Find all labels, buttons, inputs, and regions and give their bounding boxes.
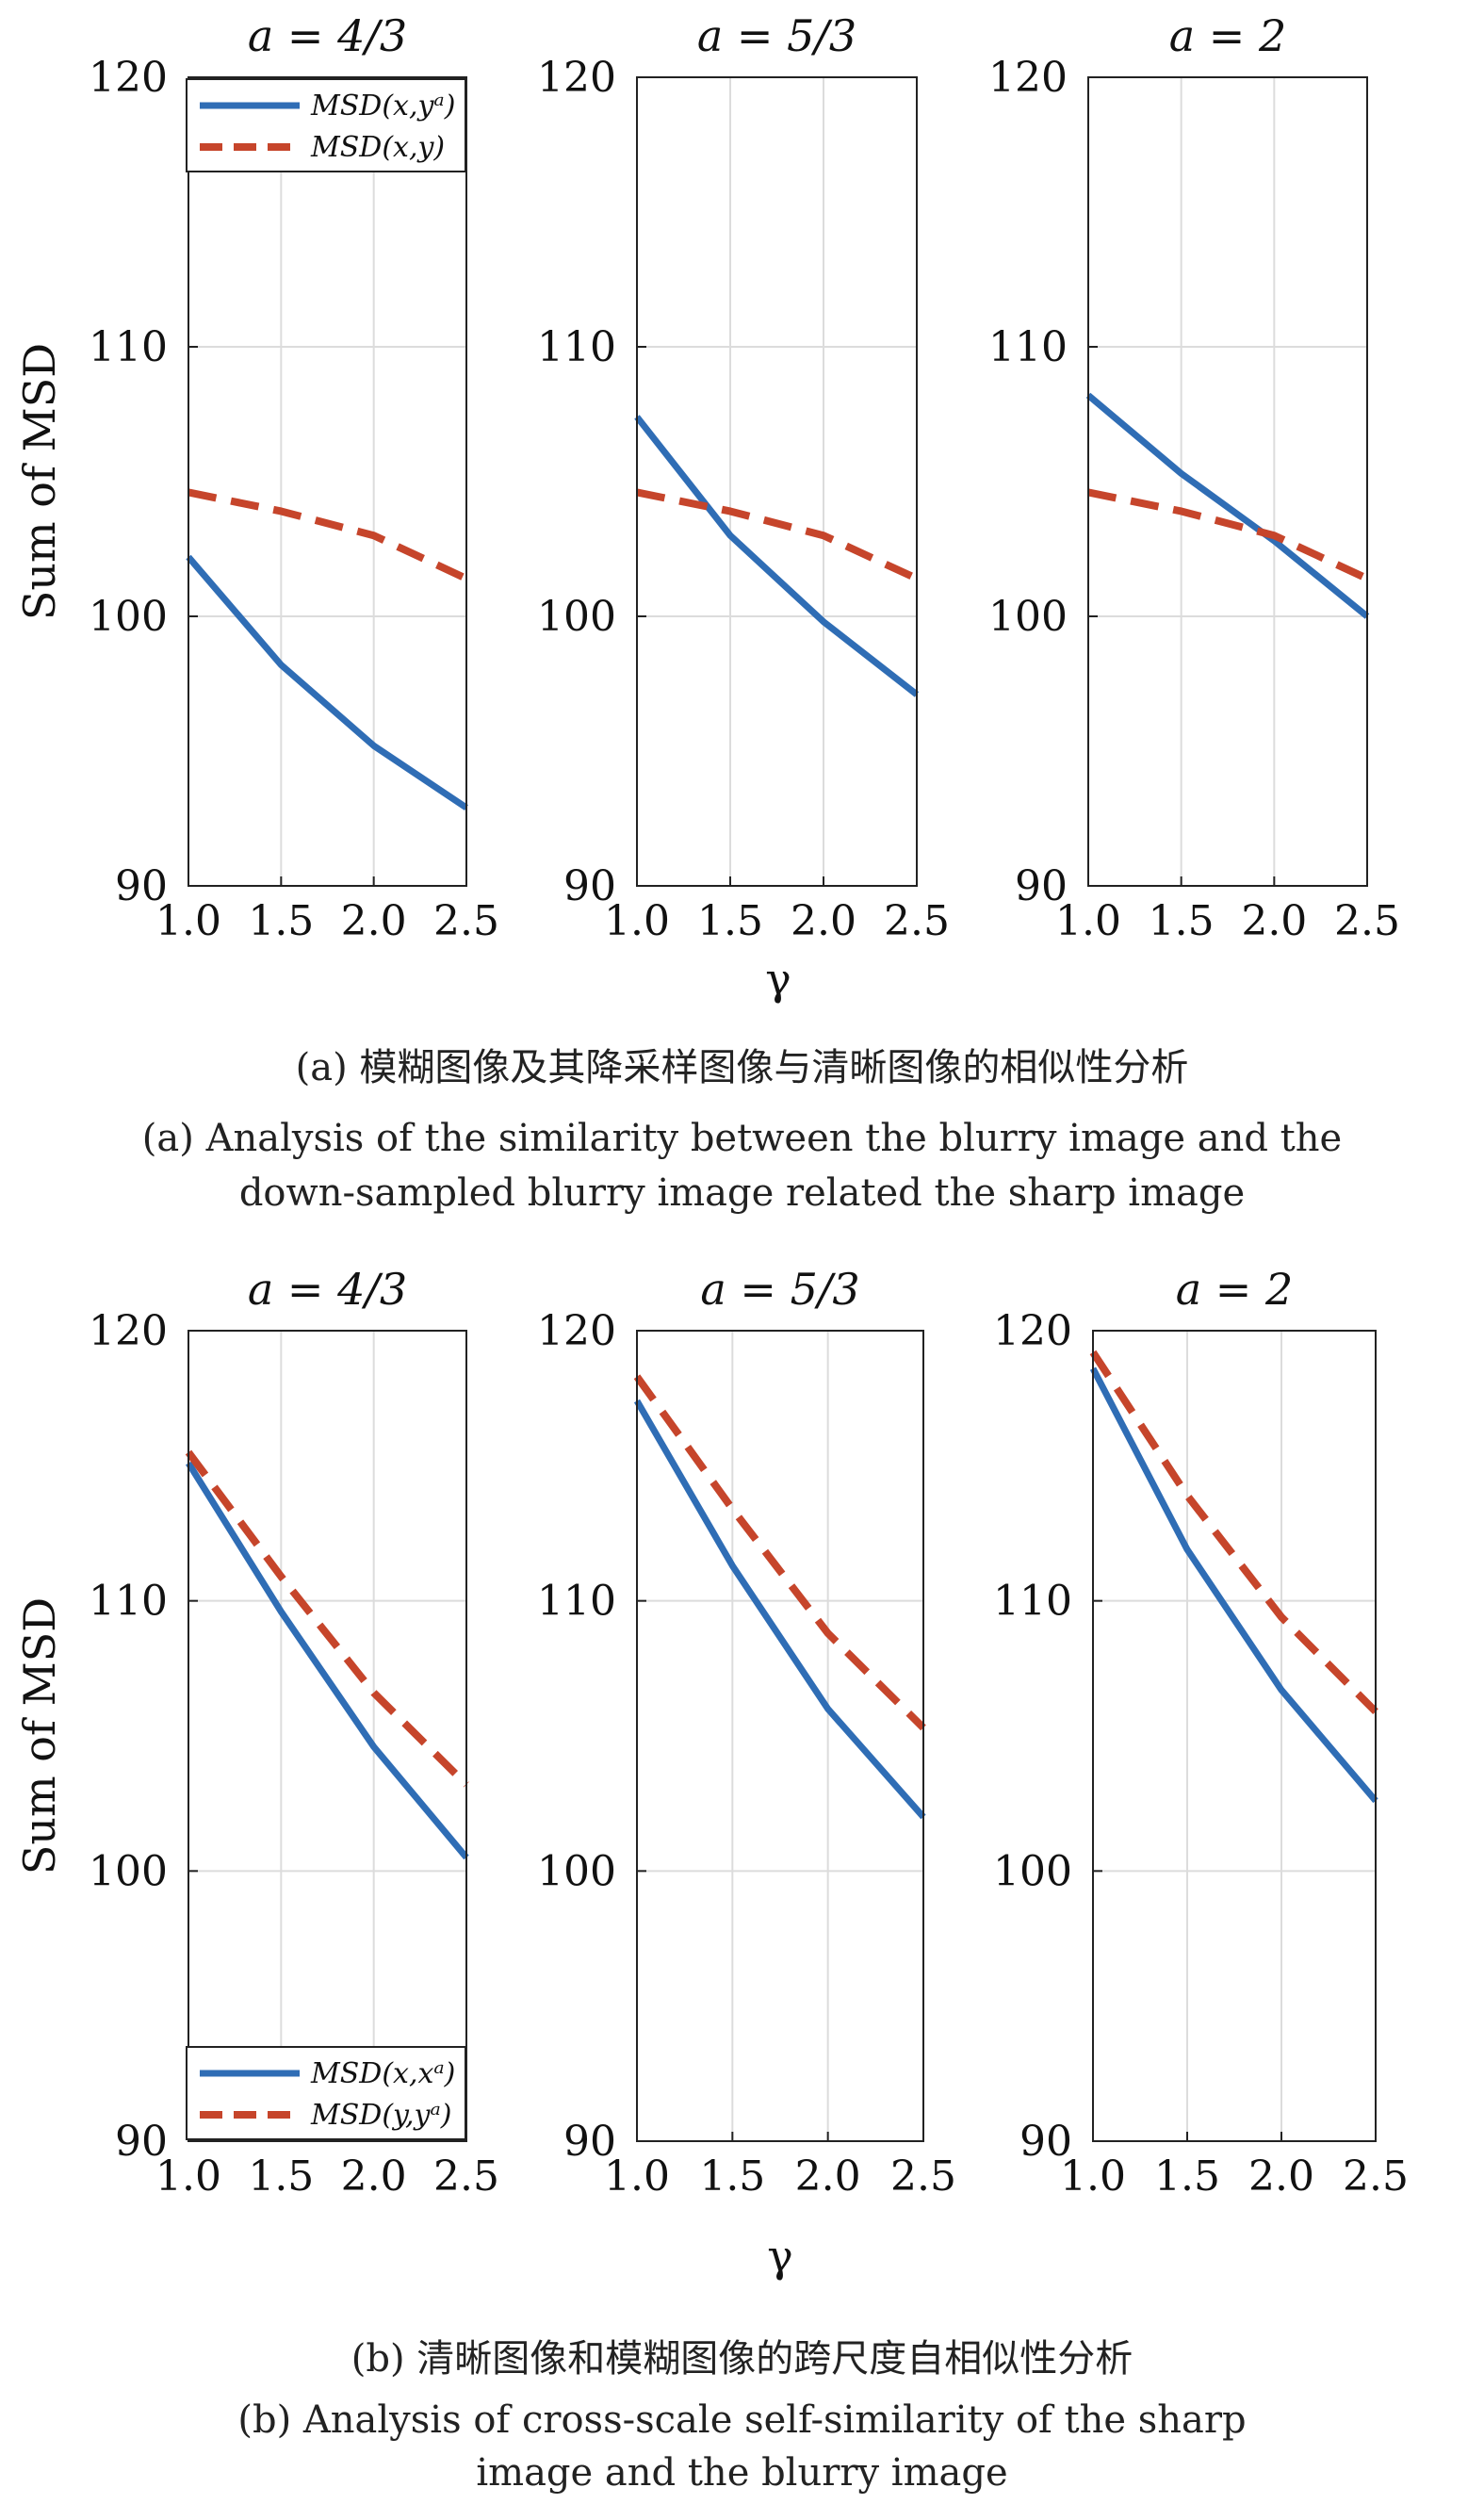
series-line-dashed bbox=[633, 1374, 926, 1731]
series-line-solid bbox=[1085, 392, 1370, 619]
chart-panel-1: 1.0 1.5 2.0 2.5 90 100 110 120 a = 4/3 Sum of MSD… bbox=[14, 10, 499, 945]
x-tick-label: 1.0 bbox=[604, 2152, 670, 2201]
x-tick-label: 1.5 bbox=[248, 2152, 314, 2201]
x-tick-label: 2.0 bbox=[791, 897, 856, 945]
series-line-solid bbox=[1089, 1367, 1378, 1804]
y-tick-label: 120 bbox=[89, 1307, 168, 1355]
x-tick-label: 1.0 bbox=[155, 2152, 221, 2201]
y-tick-label: 100 bbox=[988, 593, 1068, 641]
y-tick-label: 120 bbox=[89, 54, 168, 102]
x-tick-label: 1.0 bbox=[155, 897, 221, 945]
x-tick-label: 1.0 bbox=[604, 897, 670, 945]
y-tick-label: 120 bbox=[988, 54, 1068, 102]
legend-box bbox=[186, 2046, 466, 2140]
series-line-dashed bbox=[1087, 488, 1369, 582]
panel-title: a = 5/3 bbox=[700, 1264, 859, 1315]
legend: MSD(x,xᵃ) MSD(y,yᵃ) bbox=[186, 2046, 466, 2140]
series-line-dashed bbox=[636, 488, 919, 582]
x-tick-label: 2.5 bbox=[884, 897, 950, 945]
series-line-solid bbox=[633, 1399, 926, 1820]
y-tick-label: 110 bbox=[89, 1578, 168, 1626]
x-tick-label: 1.5 bbox=[1154, 2152, 1220, 2201]
legend: MSD(x,yᵃ) MSD(x,y) bbox=[186, 78, 466, 172]
y-tick-label: 100 bbox=[89, 1847, 168, 1895]
x-tick-label: 2.5 bbox=[433, 897, 499, 945]
y-tick-label: 110 bbox=[988, 323, 1068, 371]
x-tick-label: 2.5 bbox=[433, 2152, 499, 2201]
x-tick-label: 1.5 bbox=[699, 2152, 765, 2201]
caption-a-english-line2: down-sampled blurry image related the sh… bbox=[238, 1171, 1246, 1215]
y-tick-label: 90 bbox=[1015, 862, 1068, 910]
chart-panel-3: 1.0 1.5 2.0 2.5 90 100 110 120 a = 2 bbox=[988, 10, 1400, 945]
x-tick-label: 2.0 bbox=[795, 2152, 861, 2201]
x-tick-label: 2.0 bbox=[1241, 897, 1307, 945]
chart-panel-2: 1.0 1.5 2.0 2.5 90 100 110 120 a = 5/3 γ bbox=[537, 10, 950, 1005]
x-tick-label: 2.0 bbox=[1248, 2152, 1314, 2201]
series-line-solid bbox=[186, 554, 468, 810]
y-tick-label: 90 bbox=[1019, 2118, 1072, 2166]
panel-title: a = 2 bbox=[1176, 1264, 1293, 1315]
caption-b-english-line2: image and the blurry image bbox=[476, 2451, 1008, 2495]
series-line-solid bbox=[186, 1461, 469, 1860]
x-tick-label: 1.5 bbox=[1149, 897, 1215, 945]
legend-label: MSD(y,yᵃ) bbox=[310, 2099, 451, 2132]
series-line-dashed bbox=[188, 488, 468, 582]
chart-panel-6: 1.0 1.5 2.0 2.5 90 100 110 120 a = 2 bbox=[993, 1264, 1409, 2201]
panel-title: a = 4/3 bbox=[248, 1264, 407, 1315]
panel-title: a = 5/3 bbox=[697, 10, 856, 61]
x-tick-label: 2.5 bbox=[1343, 2152, 1409, 2201]
axes-frame bbox=[1087, 76, 1368, 887]
y-tick-label: 100 bbox=[993, 1847, 1072, 1895]
y-tick-label: 110 bbox=[993, 1578, 1072, 1626]
y-tick-label: 120 bbox=[537, 1307, 616, 1355]
axes-frame bbox=[188, 1330, 467, 2142]
x-tick-label: 1.0 bbox=[1060, 2152, 1126, 2201]
legend-box bbox=[186, 78, 466, 172]
y-tick-label: 90 bbox=[115, 862, 168, 910]
y-tick-label: 120 bbox=[537, 54, 616, 102]
chart-panel-4: 1.0 1.5 2.0 2.5 90 100 110 120 a = 4/3 Sum of MSD… bbox=[14, 1264, 499, 2201]
series-line-solid bbox=[634, 415, 920, 697]
x-tick-label: 1.0 bbox=[1055, 897, 1121, 945]
series-line-dashed bbox=[185, 1449, 469, 1788]
x-tick-label: 1.5 bbox=[248, 897, 314, 945]
x-axis-label: γ bbox=[765, 954, 791, 1005]
legend-label: MSD(x,xᵃ) bbox=[310, 2057, 455, 2090]
axes-frame bbox=[188, 76, 467, 887]
caption-b-chinese: (b) 清晰图像和模糊图像的跨尺度自相似性分析 bbox=[351, 2337, 1133, 2381]
legend-label: MSD(x,yᵃ) bbox=[310, 90, 455, 123]
caption-a-english-line1: (a) Analysis of the similarity between t… bbox=[141, 1117, 1343, 1160]
x-tick-label: 2.5 bbox=[890, 2152, 956, 2201]
x-tick-label: 2.0 bbox=[341, 2152, 407, 2201]
y-tick-label: 110 bbox=[537, 1578, 616, 1626]
x-tick-label: 2.0 bbox=[341, 897, 407, 945]
y-tick-label: 100 bbox=[537, 1847, 616, 1895]
y-tick-label: 110 bbox=[537, 323, 616, 371]
caption-a-chinese: (a) 模糊图像及其降采样图像与清晰图像的相似性分析 bbox=[295, 1046, 1189, 1089]
axes-frame bbox=[1092, 1330, 1377, 2142]
y-tick-label: 100 bbox=[537, 593, 616, 641]
legend-label: MSD(x,y) bbox=[310, 131, 445, 164]
x-axis-label: γ bbox=[767, 2231, 793, 2282]
y-tick-label: 110 bbox=[89, 323, 168, 371]
chart-panel-5: 1.0 1.5 2.0 2.5 90 100 110 120 a = 5/3 γ bbox=[537, 1264, 956, 2282]
y-tick-label: 90 bbox=[563, 862, 616, 910]
y-tick-label: 90 bbox=[115, 2118, 168, 2166]
y-axis-label: Sum of MSD bbox=[14, 343, 65, 620]
y-axis-label: Sum of MSD bbox=[14, 1597, 65, 1874]
axes-frame bbox=[636, 1330, 924, 2142]
series-line-dashed bbox=[1089, 1350, 1378, 1715]
y-tick-label: 120 bbox=[993, 1307, 1072, 1355]
axes-frame bbox=[636, 76, 918, 887]
x-tick-label: 1.5 bbox=[697, 897, 763, 945]
panel-title: a = 4/3 bbox=[248, 10, 407, 61]
y-tick-label: 100 bbox=[89, 593, 168, 641]
x-tick-label: 2.5 bbox=[1334, 897, 1400, 945]
y-tick-label: 90 bbox=[563, 2118, 616, 2166]
caption-b-english-line1: (b) Analysis of cross-scale self-similar… bbox=[237, 2398, 1247, 2442]
panel-title: a = 2 bbox=[1169, 10, 1286, 61]
